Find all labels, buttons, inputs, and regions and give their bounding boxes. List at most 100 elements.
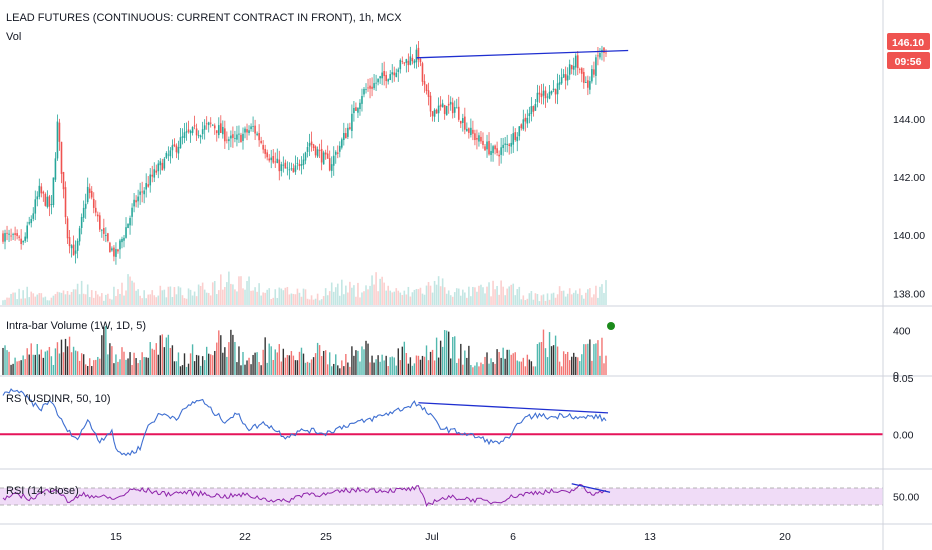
volume-bar: [332, 291, 335, 305]
intra-bar-volume-bar: [409, 357, 412, 375]
price-candle-body: [576, 55, 579, 69]
price-candle-body: [213, 125, 216, 129]
volume-bar: [347, 292, 349, 305]
intra-bar-volume-bar: [208, 353, 210, 375]
intra-bar-volume-bar: [379, 361, 381, 375]
intra-bar-volume-bar: [365, 340, 367, 375]
volume-bar: [580, 295, 583, 305]
volume-bar: [181, 295, 184, 305]
volume-bar: [401, 294, 404, 305]
intra-bar-volume-bar: [298, 351, 301, 375]
volume-bar: [137, 289, 139, 305]
volume-bar: [169, 286, 172, 305]
volume-bar: [234, 289, 236, 305]
intra-bar-volume-bar: [349, 366, 351, 375]
price-candle-body: [445, 105, 448, 116]
price-candle-body: [522, 119, 525, 130]
price-candle-body: [587, 80, 589, 88]
price-candle-body: [224, 128, 226, 142]
volume-bar: [377, 291, 379, 305]
volume-bar: [304, 289, 307, 305]
volume-bar: [157, 295, 160, 305]
volume-bar: [105, 294, 107, 305]
volume-bar: [201, 282, 204, 305]
price-candle-body: [355, 107, 357, 111]
price-candle-body: [530, 106, 533, 114]
volume-bar: [512, 283, 515, 305]
volume-bar: [86, 284, 89, 305]
intra-bar-volume-bar: [391, 356, 393, 375]
intra-bar-volume-bar: [375, 359, 377, 375]
volume-bar: [365, 285, 367, 305]
volume-bar: [318, 300, 321, 305]
volume-bar: [393, 291, 396, 305]
price-candle-body: [417, 47, 420, 60]
price-candle-body: [603, 47, 605, 54]
intra-bar-volume-bar: [482, 364, 484, 375]
intra-bar-volume-bar: [48, 346, 51, 375]
price-candle-body: [256, 133, 258, 135]
intra-bar-volume-bar: [14, 357, 16, 375]
intra-bar-volume-bar: [46, 350, 49, 375]
price-candle-body: [282, 164, 285, 166]
price-candle-body: [306, 147, 309, 152]
price-candle-body: [512, 133, 515, 145]
intra-bar-volume-bar: [268, 343, 270, 375]
volume-bar: [447, 290, 450, 305]
intra-bar-volume-bar: [564, 354, 567, 375]
intra-bar-volume-bar: [234, 341, 236, 375]
volume-bar: [357, 282, 359, 305]
volume-bar: [66, 290, 69, 305]
price-candle-body: [371, 86, 373, 89]
price-candle-body: [453, 107, 456, 113]
volume-bar: [260, 295, 262, 305]
price-candle-body: [157, 163, 160, 172]
intra-bar-volume-bar: [314, 353, 317, 375]
price-candle-body: [105, 235, 107, 236]
intra-bar-volume-bar: [389, 357, 391, 375]
intra-bar-volume-bar: [476, 362, 478, 375]
intra-bar-volume-bar: [177, 352, 180, 375]
volume-bar: [56, 291, 59, 305]
price-candle-body: [597, 55, 599, 57]
volume-bar: [84, 294, 87, 305]
intra-bar-volume-bar: [91, 366, 93, 375]
intra-bar-volume-bar: [456, 362, 458, 375]
volume-bar: [197, 284, 200, 305]
price-candle-body: [318, 150, 321, 151]
price-candle-body: [119, 240, 121, 250]
volume-bar: [391, 292, 394, 305]
intra-bar-volume-bar: [359, 361, 361, 375]
volume-bar: [506, 288, 508, 305]
volume-bar: [389, 290, 392, 305]
price-candle-body: [280, 164, 283, 171]
intra-bar-volume-bar: [347, 362, 349, 375]
intra-bar-volume-bar: [441, 346, 444, 375]
price-candle-body: [12, 234, 14, 235]
price-candle-body: [449, 101, 452, 105]
price-candle-body: [548, 91, 551, 99]
intra-bar-volume-bar: [10, 364, 12, 375]
price-candle-body: [591, 69, 593, 82]
volume-bar: [274, 289, 277, 305]
volume-bar: [518, 286, 521, 305]
intra-bar-volume-bar: [591, 360, 593, 375]
price-candle-body: [242, 133, 244, 141]
volume-bar: [228, 271, 230, 305]
volume-bar: [26, 286, 29, 305]
price-candle-body: [322, 152, 325, 165]
intra-bar-volume-bar: [137, 363, 139, 375]
intra-bar-volume-bar: [155, 343, 157, 375]
intra-bar-volume-bar: [312, 357, 315, 375]
intra-bar-volume-bar: [468, 345, 470, 375]
price-candle-body: [455, 107, 458, 109]
price-candle-body: [88, 188, 91, 193]
volume-bar: [324, 288, 327, 305]
volume-bar: [566, 293, 569, 305]
volume-bar: [226, 282, 228, 305]
volume-bar: [397, 290, 400, 305]
price-candle-body: [466, 128, 468, 131]
volume-bar: [58, 292, 61, 305]
intra-bar-volume-bar: [585, 344, 587, 375]
intra-bar-volume-bar: [383, 360, 385, 375]
